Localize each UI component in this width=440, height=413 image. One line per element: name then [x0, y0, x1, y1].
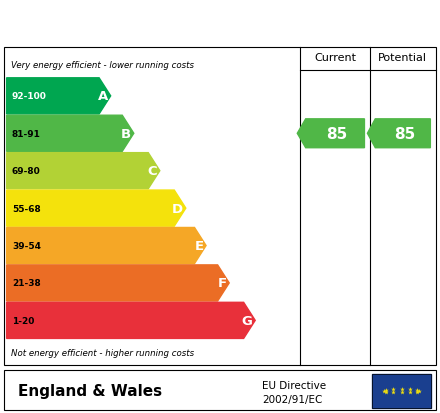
Text: D: D — [172, 202, 183, 215]
Text: 85: 85 — [394, 126, 415, 141]
Bar — [372, 374, 431, 408]
Text: 21-38: 21-38 — [12, 279, 40, 288]
Polygon shape — [7, 153, 160, 189]
Text: Potential: Potential — [378, 53, 427, 63]
Text: 85: 85 — [326, 126, 348, 141]
Text: 81-91: 81-91 — [12, 129, 41, 138]
Text: C: C — [147, 165, 157, 178]
Text: G: G — [242, 314, 253, 327]
Text: A: A — [98, 90, 108, 103]
Text: Not energy efficient - higher running costs: Not energy efficient - higher running co… — [11, 348, 194, 357]
Text: Energy Efficiency Rating: Energy Efficiency Rating — [13, 13, 282, 32]
Polygon shape — [7, 265, 229, 301]
Polygon shape — [7, 116, 134, 152]
Text: 39-54: 39-54 — [12, 242, 41, 250]
Text: B: B — [121, 128, 131, 140]
Polygon shape — [367, 119, 430, 148]
Text: 55-68: 55-68 — [12, 204, 40, 213]
Text: F: F — [217, 277, 227, 290]
Polygon shape — [7, 78, 111, 115]
Polygon shape — [7, 228, 206, 264]
Text: England & Wales: England & Wales — [18, 383, 162, 398]
Text: 92-100: 92-100 — [12, 92, 47, 101]
Text: 2002/91/EC: 2002/91/EC — [262, 394, 322, 404]
Text: 69-80: 69-80 — [12, 167, 40, 176]
Polygon shape — [297, 119, 364, 148]
Polygon shape — [7, 303, 255, 339]
Text: Very energy efficient - lower running costs: Very energy efficient - lower running co… — [11, 61, 194, 70]
Text: 1-20: 1-20 — [12, 316, 34, 325]
Text: E: E — [194, 240, 203, 252]
Text: Current: Current — [314, 53, 356, 63]
Bar — [372, 374, 431, 408]
Text: EU Directive: EU Directive — [262, 380, 326, 390]
Polygon shape — [7, 190, 186, 227]
